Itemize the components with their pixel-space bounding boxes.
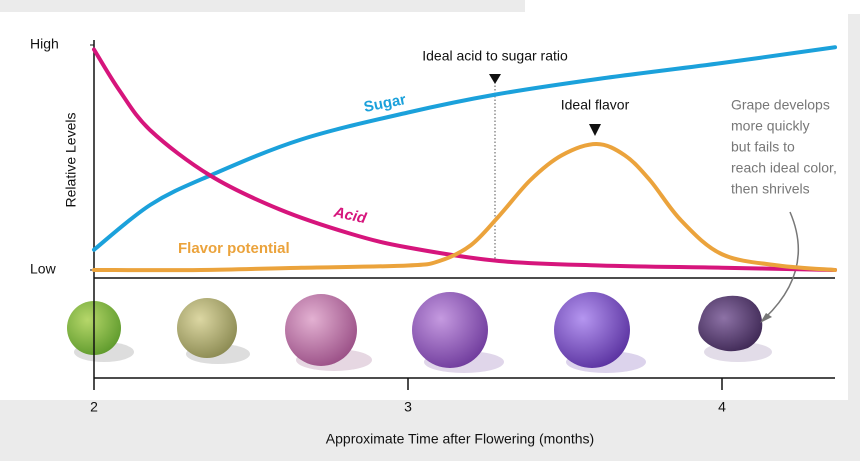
series-label: Flavor potential (178, 240, 290, 257)
y-tick-label: Low (30, 261, 57, 277)
y-axis-label: Relative Levels (63, 113, 79, 208)
annotation: Ideal acid to sugar ratio (422, 48, 568, 64)
grape (285, 294, 357, 366)
page: {"chart_data": {"type": "line", "y_label… (0, 0, 860, 461)
x-tick-label: 2 (90, 399, 98, 415)
annotation: then shrivels (731, 181, 810, 197)
annotation: more quickly (731, 118, 810, 134)
annotation: Ideal flavor (561, 97, 630, 113)
grape (412, 292, 488, 368)
annotation: reach ideal color, (731, 160, 837, 176)
grape (554, 292, 630, 368)
x-axis-label: Approximate Time after Flowering (months… (326, 431, 594, 447)
annotation: but fails to (731, 139, 795, 155)
x-tick-label: 3 (404, 399, 412, 415)
y-tick-label: High (30, 36, 59, 52)
grape (177, 298, 237, 358)
x-tick-label: 4 (718, 399, 726, 415)
chart: Ideal acid to sugar ratio Ideal flavor G… (0, 0, 860, 461)
top-tab (525, 0, 860, 14)
annotation: Grape develops (731, 97, 830, 113)
